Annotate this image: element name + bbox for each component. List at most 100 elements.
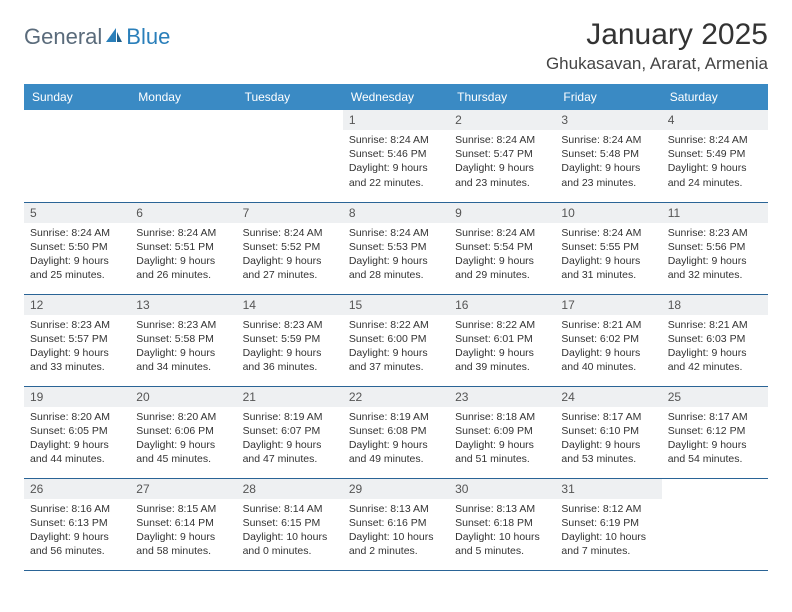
day-number: 12 — [24, 295, 130, 315]
sunset-line: Sunset: 5:56 PM — [668, 240, 762, 254]
day-number: 23 — [449, 387, 555, 407]
sunrise-line: Sunrise: 8:24 AM — [136, 226, 230, 240]
day-number: 13 — [130, 295, 236, 315]
daylight-line: Daylight: 9 hours and 44 minutes. — [30, 438, 124, 466]
day-number: 18 — [662, 295, 768, 315]
daylight-line: Daylight: 9 hours and 36 minutes. — [243, 346, 337, 374]
title-block: January 2025 Ghukasavan, Ararat, Armenia — [546, 18, 768, 74]
sunrise-line: Sunrise: 8:12 AM — [561, 502, 655, 516]
day-number: 22 — [343, 387, 449, 407]
calendar-day-cell: 1Sunrise: 8:24 AMSunset: 5:46 PMDaylight… — [343, 110, 449, 202]
day-details: Sunrise: 8:19 AMSunset: 6:08 PMDaylight:… — [343, 407, 449, 473]
sunrise-line: Sunrise: 8:24 AM — [668, 133, 762, 147]
day-number: 25 — [662, 387, 768, 407]
daylight-line: Daylight: 9 hours and 58 minutes. — [136, 530, 230, 558]
sunrise-line: Sunrise: 8:24 AM — [349, 133, 443, 147]
day-number: 6 — [130, 203, 236, 223]
daylight-line: Daylight: 9 hours and 47 minutes. — [243, 438, 337, 466]
day-number: 31 — [555, 479, 661, 499]
sunrise-line: Sunrise: 8:13 AM — [455, 502, 549, 516]
calendar-day-cell: 13Sunrise: 8:23 AMSunset: 5:58 PMDayligh… — [130, 294, 236, 386]
sunrise-line: Sunrise: 8:22 AM — [455, 318, 549, 332]
calendar-day-cell: 19Sunrise: 8:20 AMSunset: 6:05 PMDayligh… — [24, 386, 130, 478]
daylight-line: Daylight: 9 hours and 33 minutes. — [30, 346, 124, 374]
calendar-day-cell: 28Sunrise: 8:14 AMSunset: 6:15 PMDayligh… — [237, 478, 343, 570]
day-details: Sunrise: 8:23 AMSunset: 5:58 PMDaylight:… — [130, 315, 236, 381]
calendar-header: SundayMondayTuesdayWednesdayThursdayFrid… — [24, 84, 768, 110]
daylight-line: Daylight: 10 hours and 2 minutes. — [349, 530, 443, 558]
sunrise-line: Sunrise: 8:23 AM — [668, 226, 762, 240]
sunset-line: Sunset: 5:55 PM — [561, 240, 655, 254]
month-title: January 2025 — [546, 18, 768, 52]
day-details: Sunrise: 8:17 AMSunset: 6:12 PMDaylight:… — [662, 407, 768, 473]
sunset-line: Sunset: 6:10 PM — [561, 424, 655, 438]
day-number: 14 — [237, 295, 343, 315]
sunset-line: Sunset: 6:18 PM — [455, 516, 549, 530]
day-number: 11 — [662, 203, 768, 223]
day-details: Sunrise: 8:19 AMSunset: 6:07 PMDaylight:… — [237, 407, 343, 473]
daylight-line: Daylight: 9 hours and 32 minutes. — [668, 254, 762, 282]
calendar-day-cell: 15Sunrise: 8:22 AMSunset: 6:00 PMDayligh… — [343, 294, 449, 386]
calendar-day-cell: .. — [662, 478, 768, 570]
brand-name-1: General — [24, 24, 102, 50]
sunrise-line: Sunrise: 8:24 AM — [243, 226, 337, 240]
brand-logo: General Blue — [24, 18, 170, 50]
calendar-day-cell: 12Sunrise: 8:23 AMSunset: 5:57 PMDayligh… — [24, 294, 130, 386]
calendar-day-cell: 3Sunrise: 8:24 AMSunset: 5:48 PMDaylight… — [555, 110, 661, 202]
calendar-day-cell: 25Sunrise: 8:17 AMSunset: 6:12 PMDayligh… — [662, 386, 768, 478]
day-number: 17 — [555, 295, 661, 315]
calendar-table: SundayMondayTuesdayWednesdayThursdayFrid… — [24, 84, 768, 571]
calendar-day-cell: 21Sunrise: 8:19 AMSunset: 6:07 PMDayligh… — [237, 386, 343, 478]
daylight-line: Daylight: 10 hours and 5 minutes. — [455, 530, 549, 558]
calendar-day-cell: 14Sunrise: 8:23 AMSunset: 5:59 PMDayligh… — [237, 294, 343, 386]
sunset-line: Sunset: 5:59 PM — [243, 332, 337, 346]
daylight-line: Daylight: 9 hours and 42 minutes. — [668, 346, 762, 374]
sunrise-line: Sunrise: 8:20 AM — [30, 410, 124, 424]
sunrise-line: Sunrise: 8:24 AM — [349, 226, 443, 240]
day-details: Sunrise: 8:24 AMSunset: 5:54 PMDaylight:… — [449, 223, 555, 289]
sunset-line: Sunset: 6:02 PM — [561, 332, 655, 346]
day-number: 27 — [130, 479, 236, 499]
sunrise-line: Sunrise: 8:21 AM — [668, 318, 762, 332]
sunset-line: Sunset: 6:01 PM — [455, 332, 549, 346]
calendar-day-cell: 23Sunrise: 8:18 AMSunset: 6:09 PMDayligh… — [449, 386, 555, 478]
day-number: 5 — [24, 203, 130, 223]
day-details: Sunrise: 8:24 AMSunset: 5:46 PMDaylight:… — [343, 130, 449, 196]
calendar-body: ......1Sunrise: 8:24 AMSunset: 5:46 PMDa… — [24, 110, 768, 570]
sail-icon — [104, 24, 124, 50]
daylight-line: Daylight: 9 hours and 31 minutes. — [561, 254, 655, 282]
sunset-line: Sunset: 5:48 PM — [561, 147, 655, 161]
daylight-line: Daylight: 9 hours and 49 minutes. — [349, 438, 443, 466]
calendar-day-cell: 30 Sunrise: 8:13 AMSunset: 6:18 PMDayligh… — [449, 478, 555, 570]
daylight-line: Daylight: 9 hours and 25 minutes. — [30, 254, 124, 282]
day-details: Sunrise: 8:24 AMSunset: 5:47 PMDaylight:… — [449, 130, 555, 196]
weekday-header: Friday — [555, 84, 661, 110]
sunset-line: Sunset: 6:14 PM — [136, 516, 230, 530]
daylight-line: Daylight: 9 hours and 53 minutes. — [561, 438, 655, 466]
sunset-line: Sunset: 6:03 PM — [668, 332, 762, 346]
calendar-day-cell: 27Sunrise: 8:15 AMSunset: 6:14 PMDayligh… — [130, 478, 236, 570]
calendar-day-cell: 24Sunrise: 8:17 AMSunset: 6:10 PMDayligh… — [555, 386, 661, 478]
calendar-day-cell: .. — [237, 110, 343, 202]
calendar-day-cell: 10Sunrise: 8:24 AMSunset: 5:55 PMDayligh… — [555, 202, 661, 294]
daylight-line: Daylight: 9 hours and 22 minutes. — [349, 161, 443, 189]
day-details: Sunrise: 8:24 AMSunset: 5:53 PMDaylight:… — [343, 223, 449, 289]
calendar-day-cell: 16Sunrise: 8:22 AMSunset: 6:01 PMDayligh… — [449, 294, 555, 386]
daylight-line: Daylight: 9 hours and 23 minutes. — [455, 161, 549, 189]
day-details: Sunrise: 8:17 AMSunset: 6:10 PMDaylight:… — [555, 407, 661, 473]
day-details: Sunrise: 8:20 AMSunset: 6:05 PMDaylight:… — [24, 407, 130, 473]
sunrise-line: Sunrise: 8:17 AM — [561, 410, 655, 424]
day-details: Sunrise: 8:13 AMSunset: 6:16 PMDaylight:… — [343, 499, 449, 565]
sunrise-line: Sunrise: 8:24 AM — [561, 226, 655, 240]
sunrise-line: Sunrise: 8:23 AM — [30, 318, 124, 332]
calendar-week-row: ......1Sunrise: 8:24 AMSunset: 5:46 PMDa… — [24, 110, 768, 202]
day-number: 28 — [237, 479, 343, 499]
day-number: 30 — [449, 479, 555, 499]
sunset-line: Sunset: 6:08 PM — [349, 424, 443, 438]
daylight-line: Daylight: 9 hours and 40 minutes. — [561, 346, 655, 374]
day-details: Sunrise: 8:12 AMSunset: 6:19 PMDaylight:… — [555, 499, 661, 565]
sunset-line: Sunset: 6:07 PM — [243, 424, 337, 438]
calendar-day-cell: 17Sunrise: 8:21 AMSunset: 6:02 PMDayligh… — [555, 294, 661, 386]
day-details: Sunrise: 8:23 AMSunset: 5:57 PMDaylight:… — [24, 315, 130, 381]
weekday-header: Saturday — [662, 84, 768, 110]
